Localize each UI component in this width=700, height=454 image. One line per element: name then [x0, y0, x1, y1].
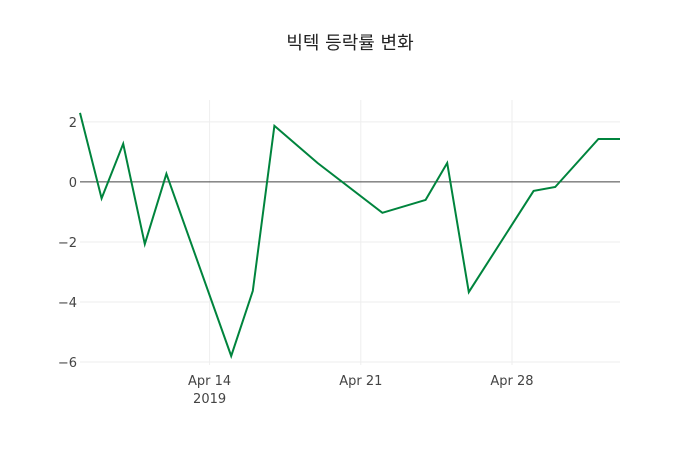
- y-tick-label: 0: [69, 176, 77, 191]
- x-tick-label: Apr 14: [188, 374, 231, 389]
- x-tick-label: Apr 21: [339, 374, 382, 389]
- y-tick-label: −2: [58, 236, 77, 251]
- series: [79, 112, 620, 360]
- y-tick-label: 2: [69, 116, 77, 131]
- x-tick-sublabel: 2019: [193, 392, 226, 407]
- chart-title: 빅텍 등락률 변화: [286, 33, 413, 54]
- axes: 2 0 −2 −4 −6 Apr 14 2019 Apr 21 Apr 28: [58, 116, 620, 407]
- y-tick-label: −6: [58, 356, 77, 371]
- series-line: [79, 112, 620, 360]
- y-tick-label: −4: [58, 296, 77, 311]
- x-tick-label: Apr 28: [490, 374, 533, 389]
- grid: [80, 100, 620, 365]
